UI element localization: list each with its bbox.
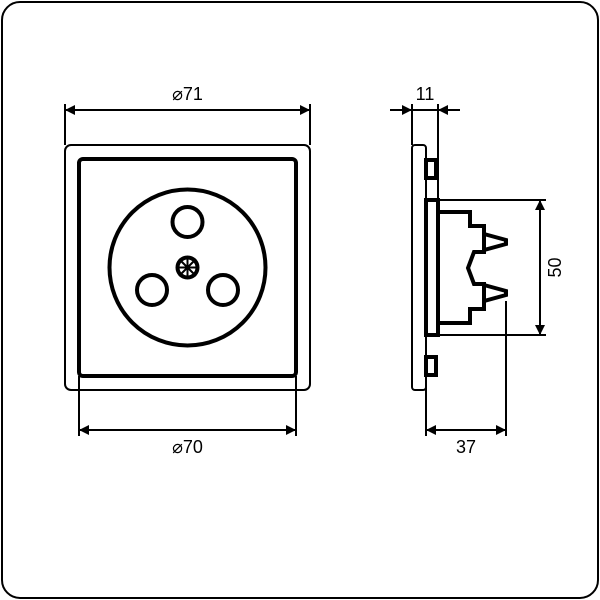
technical-drawing: ⌀71 ⌀70 37 11 50	[0, 0, 600, 600]
dim-outer-width: ⌀71	[172, 84, 203, 104]
socket-hole	[173, 207, 203, 237]
side-faceplate	[412, 145, 426, 390]
dim-inner-width: ⌀70	[172, 437, 203, 457]
dim-body-height: 50	[545, 257, 565, 277]
side-body	[438, 212, 484, 323]
side-clip	[484, 285, 506, 301]
dim-plate-thickness: 11	[416, 84, 435, 104]
socket-hole	[137, 275, 167, 305]
socket-hole	[208, 275, 238, 305]
dim-depth: 37	[456, 437, 476, 457]
drawing-frame	[2, 2, 598, 598]
side-tab	[426, 160, 436, 178]
side-clip	[484, 234, 506, 250]
side-tab	[426, 357, 436, 375]
